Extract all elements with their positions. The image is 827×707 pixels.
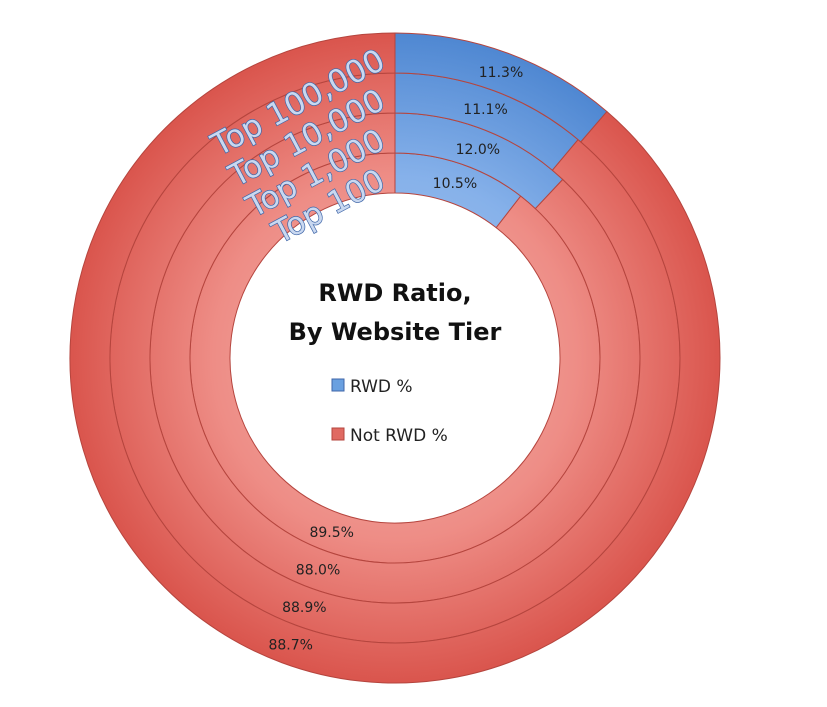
rwd-value-label-top-10-000: 11.1% [463,102,507,118]
not-rwd-value-label-top-100-000: 88.7% [268,638,312,654]
legend: RWD % Not RWD % [331,377,448,446]
not-rwd-value-label-top-1-000: 88.0% [296,562,340,578]
legend-swatch-rwd [331,378,345,392]
chart-title-line-2: By Website Tier [289,318,502,346]
rwd-segment-top-100-000 [394,32,608,143]
rwd-value-label-top-100: 10.5% [433,176,477,192]
legend-swatch-not-rwd [331,427,345,441]
ring-segments [69,32,721,684]
rwd-value-label-top-100-000: 11.3% [479,65,523,81]
legend-label-rwd: RWD % [350,377,413,397]
not-rwd-value-label-top-100: 89.5% [309,525,353,541]
not-rwd-segment-top-100-000 [69,32,721,684]
ring-value-labels: 10.5% 89.5% 12.0% 88.0% 11.1% 88.9% 11.3% 88.7% [268,65,523,654]
rwd-value-label-top-1-000: 12.0% [456,142,500,158]
not-rwd-value-label-top-10-000: 88.9% [282,600,326,616]
legend-label-not-rwd: Not RWD % [350,426,448,446]
chart-title-line-1: RWD Ratio, [318,279,471,307]
